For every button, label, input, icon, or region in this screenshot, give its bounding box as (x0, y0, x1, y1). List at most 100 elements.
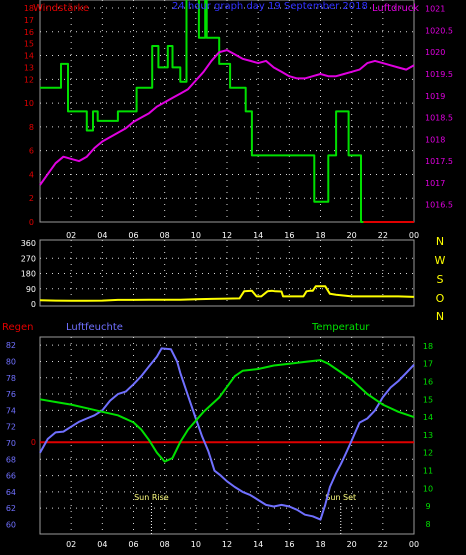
humidity-temperature-time-axis: 02 04 06 08 10 12 14 16 18 20 22 00 (66, 540, 419, 549)
time-tick-label: 16 (284, 540, 294, 549)
time-tick-label: 12 (222, 540, 232, 549)
wind-speed-tick-label: 10 (24, 99, 34, 108)
wind-speed-tick-label: 15 (24, 40, 34, 49)
compass-label: N (436, 310, 444, 323)
wind-direction-grid (40, 240, 414, 306)
wind-speed-tick-label: 2 (29, 194, 34, 203)
wind-speed-axis: 0 2 4 6 8 10 12 13 14 15 16 17 18 (24, 4, 34, 227)
sun-markers: Sun Rise Sun Set (134, 493, 356, 534)
wind-speed-tick-label: 18 (24, 4, 34, 13)
temperature-line (39, 359, 415, 463)
wind-direction-series (39, 285, 415, 302)
wind-speed-tick-label: 4 (29, 170, 34, 179)
temperature-tick-label: 15 (423, 395, 433, 404)
humidity-temperature-grid (40, 337, 414, 534)
temperature-tick-label: 9 (425, 502, 430, 511)
wind-speed-tick-label: 14 (24, 52, 34, 61)
time-tick-label: 04 (97, 231, 107, 240)
sun-rise-label: Sun Rise (134, 493, 169, 502)
pressure-tick-label: 1020.5 (425, 26, 453, 35)
direction-tick-label: 90 (26, 285, 36, 294)
time-tick-label: 02 (66, 540, 76, 549)
direction-tick-label: 180 (21, 270, 36, 279)
time-tick-label: 10 (191, 231, 201, 240)
time-tick-label: 08 (160, 231, 170, 240)
pressure-axis-label: Luftdruck (372, 3, 419, 14)
direction-tick-label: 270 (21, 254, 36, 263)
wind-speed-tick-label: 16 (24, 28, 34, 37)
time-tick-label: 16 (284, 231, 294, 240)
temperature-tick-label: 8 (425, 520, 430, 529)
humidity-tick-label: 78 (6, 374, 16, 383)
humidity-line (39, 347, 415, 521)
compass-label: O (436, 292, 445, 305)
time-tick-label: 22 (378, 540, 388, 549)
humidity-tick-label: 68 (6, 455, 16, 464)
temperature-tick-label: 16 (423, 377, 433, 386)
time-tick-label: 06 (128, 231, 138, 240)
humidity-tick-label: 76 (6, 390, 16, 399)
wind-speed-tick-label: 13 (24, 63, 34, 72)
temperature-tick-label: 14 (423, 413, 433, 422)
chart-title: 24 hour graph day 19 September 2018 (172, 1, 368, 12)
humidity-tick-label: 72 (6, 423, 16, 432)
time-tick-label: 18 (315, 540, 325, 549)
temperature-axis-label: Temperatur (311, 322, 370, 333)
time-tick-label: 10 (191, 540, 201, 549)
pressure-tick-label: 1017 (425, 179, 445, 188)
pressure-tick-label: 1017.5 (425, 157, 453, 166)
time-tick-label: 20 (347, 540, 357, 549)
humidity-tick-label: 62 (6, 504, 16, 513)
time-tick-label: 04 (97, 540, 107, 549)
time-tick-label: 22 (378, 231, 388, 240)
temperature-tick-label: 10 (423, 484, 433, 493)
sun-set-label: Sun Set (325, 493, 356, 502)
humidity-tick-label: 64 (6, 488, 16, 497)
time-tick-label: 18 (315, 231, 325, 240)
temperature-axis: 8 9 10 11 12 13 14 15 16 17 18 (423, 342, 433, 529)
humidity-tick-label: 70 (6, 439, 16, 448)
humidity-tick-label: 80 (6, 357, 16, 366)
pressure-tick-label: 1018.5 (425, 114, 453, 123)
temperature-tick-label: 12 (423, 449, 433, 458)
humidity-tick-label: 74 (6, 406, 16, 415)
temperature-tick-label: 18 (423, 342, 433, 351)
wind-speed-tick-label: 8 (29, 123, 34, 132)
rain-axis-label: Regen (2, 322, 34, 333)
time-tick-label: 14 (253, 540, 263, 549)
compass-label: W (435, 254, 446, 267)
wind-pressure-series (39, 0, 415, 223)
temperature-tick-label: 13 (423, 431, 433, 440)
pressure-line (39, 49, 415, 186)
time-tick-label: 06 (128, 540, 138, 549)
time-tick-label: 20 (347, 231, 357, 240)
pressure-tick-label: 1016.5 (425, 201, 453, 210)
wind-pressure-time-axis: 02 04 06 08 10 12 14 16 18 20 22 00 (66, 231, 419, 240)
time-tick-label: 12 (222, 231, 232, 240)
pressure-tick-label: 1020 (425, 48, 445, 57)
wind-speed-tick-label: 12 (24, 75, 34, 84)
pressure-axis: 1016.5 1017 1017.5 1018 1018.5 1019 1019.5 1020… (425, 5, 453, 210)
pressure-tick-label: 1019 (425, 92, 445, 101)
time-tick-label: 14 (253, 231, 263, 240)
wind-direction-line (39, 285, 415, 302)
direction-tick-label: 0 (31, 300, 36, 309)
humidity-tick-label: 82 (6, 341, 16, 350)
humidity-temperature-series (39, 347, 415, 521)
wind-speed-tick-label: 6 (29, 147, 34, 156)
pressure-tick-label: 1021 (425, 5, 445, 14)
time-tick-label: 00 (409, 231, 419, 240)
pressure-tick-label: 1019.5 (425, 70, 453, 79)
pressure-tick-label: 1018 (425, 135, 445, 144)
wind-speed-tick-label: 0 (29, 218, 34, 227)
wind-speed-tick-label: 17 (24, 16, 34, 25)
direction-tick-label: 360 (21, 239, 36, 248)
humidity-temperature-plot-area (39, 336, 415, 535)
temperature-tick-label: 17 (423, 360, 433, 369)
time-tick-label: 00 (409, 540, 419, 549)
humidity-tick-label: 60 (6, 520, 16, 529)
compass-label: S (437, 273, 444, 286)
temperature-tick-label: 11 (423, 466, 433, 475)
